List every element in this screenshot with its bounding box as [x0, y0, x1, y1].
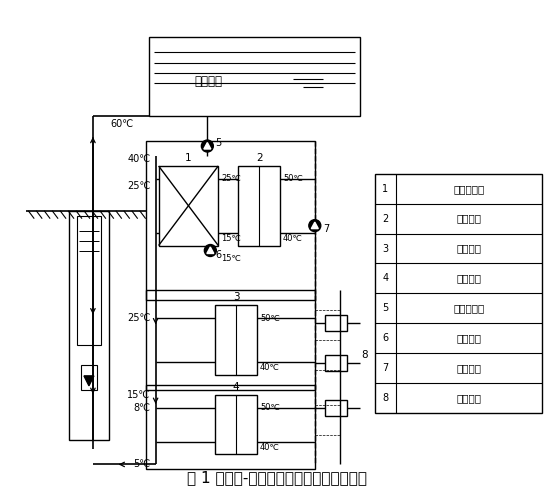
Text: 图 1 污水源-集中供热复合采暖系统工艺图: 图 1 污水源-集中供热复合采暖系统工艺图 [187, 470, 367, 485]
Text: 3: 3 [233, 292, 239, 302]
Text: 4: 4 [382, 274, 388, 284]
Text: 15℃: 15℃ [221, 254, 241, 263]
Text: 6: 6 [216, 250, 222, 261]
Text: 15℃: 15℃ [127, 390, 151, 400]
Circle shape [202, 140, 213, 152]
Text: 7: 7 [323, 223, 329, 233]
Bar [325, 400, 347, 416]
Bar [148, 37, 360, 116]
Text: 25℃: 25℃ [221, 174, 241, 183]
Text: 5: 5 [382, 303, 388, 313]
Text: 1: 1 [185, 153, 192, 163]
Circle shape [204, 244, 216, 257]
Text: 空调末端: 空调末端 [456, 393, 481, 403]
Bar [158, 166, 218, 245]
Text: 3: 3 [382, 243, 388, 254]
Text: 6: 6 [382, 333, 388, 343]
Text: 8: 8 [362, 350, 368, 360]
Text: 温泉尾水泵: 温泉尾水泵 [453, 303, 485, 313]
Text: 三级热泵: 三级热泵 [456, 274, 481, 284]
Bar [81, 365, 97, 390]
Bar [69, 211, 109, 439]
Text: 一级热泵: 一级热泵 [456, 213, 481, 223]
Text: 2: 2 [256, 153, 263, 163]
Text: 50℃: 50℃ [260, 314, 280, 323]
Text: 25℃: 25℃ [127, 313, 151, 323]
Text: 温泉水池: 温泉水池 [194, 75, 222, 88]
Text: 50℃: 50℃ [260, 403, 280, 412]
Text: 40℃: 40℃ [127, 154, 151, 164]
Text: 7: 7 [382, 363, 388, 373]
Text: 板式换热器: 板式换热器 [453, 184, 485, 194]
Bar [146, 385, 315, 469]
Text: 15℃: 15℃ [221, 234, 241, 243]
Polygon shape [207, 247, 214, 254]
Text: 8: 8 [382, 393, 388, 403]
Text: 60℃: 60℃ [111, 119, 134, 129]
Circle shape [309, 219, 321, 231]
Text: 40℃: 40℃ [260, 443, 280, 452]
Bar [216, 395, 257, 454]
Bar [77, 215, 101, 345]
Bar [375, 174, 542, 413]
Bar [146, 290, 315, 390]
Bar [216, 305, 257, 375]
Bar [325, 315, 347, 331]
Text: 40℃: 40℃ [283, 234, 303, 243]
Text: 中介水泵: 中介水泵 [456, 333, 481, 343]
Text: 25℃: 25℃ [127, 181, 151, 191]
Text: 用户水泵: 用户水泵 [456, 363, 481, 373]
Text: 4: 4 [233, 382, 239, 392]
Bar [238, 166, 280, 245]
Polygon shape [311, 222, 319, 228]
Text: 50℃: 50℃ [283, 174, 303, 183]
Text: 二级热泵: 二级热泵 [456, 243, 481, 254]
Bar [325, 355, 347, 371]
Text: 1: 1 [382, 184, 388, 194]
Polygon shape [204, 143, 211, 149]
Text: 8℃: 8℃ [134, 403, 151, 413]
Bar [146, 141, 315, 300]
Text: 2: 2 [382, 213, 388, 223]
Text: 5℃: 5℃ [134, 459, 151, 469]
Text: 40℃: 40℃ [260, 363, 280, 372]
Polygon shape [84, 376, 94, 386]
Text: 5: 5 [216, 138, 222, 148]
